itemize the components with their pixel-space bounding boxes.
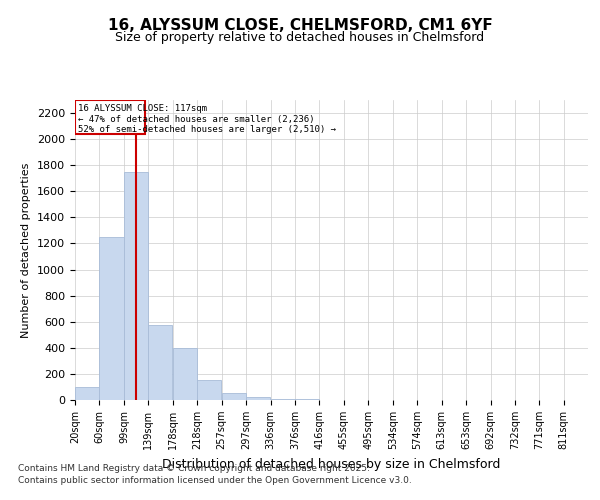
Bar xyxy=(197,380,221,400)
X-axis label: Distribution of detached houses by size in Chelmsford: Distribution of detached houses by size … xyxy=(163,458,500,470)
Text: 16, ALYSSUM CLOSE, CHELMSFORD, CM1 6YF: 16, ALYSSUM CLOSE, CHELMSFORD, CM1 6YF xyxy=(107,18,493,32)
Bar xyxy=(173,348,197,400)
Text: Contains HM Land Registry data © Crown copyright and database right 2025.: Contains HM Land Registry data © Crown c… xyxy=(18,464,370,473)
Text: Size of property relative to detached houses in Chelmsford: Size of property relative to detached ho… xyxy=(115,31,485,44)
Text: 16 ALYSSUM CLOSE: 117sqm: 16 ALYSSUM CLOSE: 117sqm xyxy=(77,104,206,112)
Text: ← 47% of detached houses are smaller (2,236): ← 47% of detached houses are smaller (2,… xyxy=(77,115,314,124)
Text: Contains public sector information licensed under the Open Government Licence v3: Contains public sector information licen… xyxy=(18,476,412,485)
Bar xyxy=(246,398,270,400)
Bar xyxy=(75,100,145,134)
Y-axis label: Number of detached properties: Number of detached properties xyxy=(22,162,31,338)
Text: 52% of semi-detached houses are larger (2,510) →: 52% of semi-detached houses are larger (… xyxy=(77,126,335,134)
Bar xyxy=(148,325,172,400)
Bar xyxy=(124,172,148,400)
Bar xyxy=(100,237,124,400)
Bar xyxy=(75,387,99,400)
Bar xyxy=(221,393,246,400)
Bar xyxy=(271,398,295,400)
